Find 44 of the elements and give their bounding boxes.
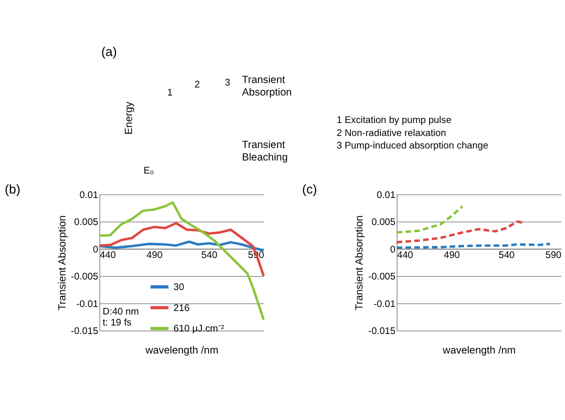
x-tick-label: 590 <box>545 250 562 262</box>
y-tick-label: -0.015 <box>368 326 396 338</box>
x-tick-label: 490 <box>444 250 460 262</box>
y-tick-label: 0 <box>92 244 98 256</box>
y-axis-title: Transient Absorption <box>57 215 68 310</box>
y-tick-label: 0 <box>390 244 396 256</box>
text: Transient Absorption <box>242 74 292 99</box>
text: 1 Excitation by pump pulse <box>336 114 452 126</box>
y-tick-label: -0.015 <box>70 326 98 338</box>
line-series <box>98 240 265 252</box>
text: Energy <box>124 100 136 135</box>
y-tick-label: 0.01 <box>376 190 396 201</box>
line-series <box>395 205 464 234</box>
y-tick-label: -0.005 <box>70 272 98 283</box>
y-tick-label: 0.01 <box>79 190 98 201</box>
text: E₀ <box>143 165 154 176</box>
y-tick-label: 0.005 <box>371 217 396 228</box>
annotation: D:40 nm <box>102 306 139 318</box>
x-tick-label: 440 <box>100 250 116 262</box>
x-axis-title: wavelength /nm <box>144 345 218 356</box>
x-tick-label: 490 <box>146 250 163 262</box>
line-series <box>98 222 265 278</box>
y-tick-label: -0.01 <box>76 298 98 310</box>
x-axis-title: wavelength /nm <box>442 345 516 356</box>
y-tick-label: 0.005 <box>74 217 98 228</box>
text: 2 <box>194 80 200 91</box>
text: (a) <box>101 44 117 59</box>
legend-label: 30 <box>174 282 184 294</box>
x-tick-label: 440 <box>397 250 414 262</box>
text: Transient Bleaching <box>242 140 288 164</box>
legend-label: 216 <box>174 302 190 314</box>
y-axis-title: Transient Absorption <box>354 215 366 310</box>
text: 2 Non-radiative relaxation <box>336 128 446 139</box>
y-tick-label: -0.005 <box>368 272 396 283</box>
text: 1 <box>167 88 173 99</box>
chart-title: (c) <box>302 181 318 196</box>
legend-label: 610 μJ.cm⁻² <box>174 324 226 335</box>
text: 3 Pump-induced absorption change <box>336 140 488 152</box>
annotation: t: 19 fs <box>102 318 132 329</box>
x-tick-label: 540 <box>498 250 515 262</box>
chart-title: (b) <box>4 181 20 196</box>
y-tick-label: -0.01 <box>374 298 396 310</box>
text: 3 <box>224 77 230 88</box>
x-tick-label: 540 <box>201 250 218 262</box>
